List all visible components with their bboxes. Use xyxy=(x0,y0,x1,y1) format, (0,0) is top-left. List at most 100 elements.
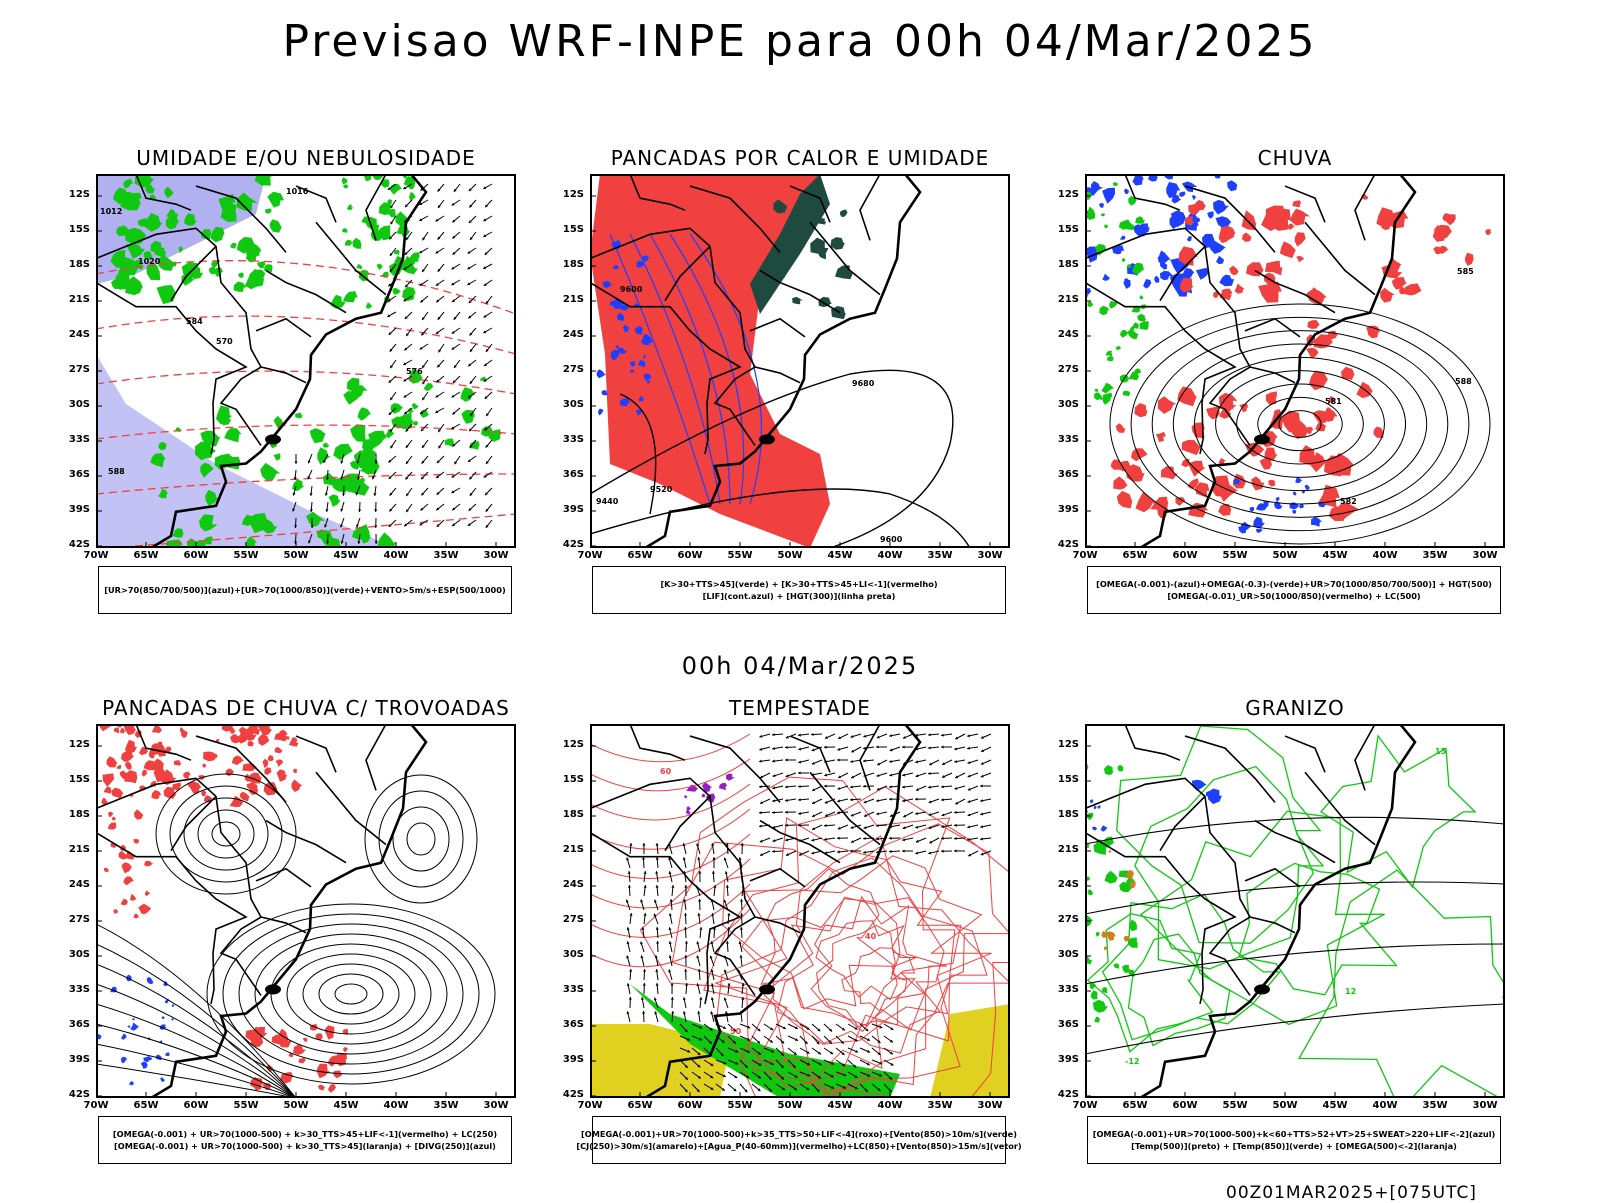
lat-label: 27S xyxy=(563,364,584,375)
lat-label: 21S xyxy=(69,844,90,855)
lon-label: 45W xyxy=(334,550,359,561)
lat-label: 21S xyxy=(563,294,584,305)
lat-label: 24S xyxy=(563,329,584,340)
lat-label: 36S xyxy=(69,1019,90,1030)
lon-label: 65W xyxy=(134,1100,159,1111)
panel-title: CHUVA xyxy=(1085,146,1505,170)
lagoon xyxy=(1254,434,1270,444)
contour-label: 1020 xyxy=(138,257,161,266)
panel-title: GRANIZO xyxy=(1085,696,1505,720)
lat-label: 21S xyxy=(1058,294,1079,305)
contour-label: 588 xyxy=(1455,377,1472,386)
lat-label: 15S xyxy=(69,224,90,235)
lat-label: 24S xyxy=(563,879,584,890)
lon-label: 35W xyxy=(434,1100,459,1111)
contour-label: 9600 xyxy=(620,285,643,294)
lat-label: 27S xyxy=(69,364,90,375)
lon-label: 35W xyxy=(1423,550,1448,561)
legend-line: [OMEGA(-0.001)-(azul)+OMEGA(-0.3)-(verde… xyxy=(1096,578,1492,590)
lon-label: 35W xyxy=(928,550,953,561)
lon-label: 55W xyxy=(1223,1100,1248,1111)
legend-line: [OMEGA(-0.01)_UR>50(1000/850)(vermelho) … xyxy=(1167,590,1420,602)
lat-label: 12S xyxy=(563,189,584,200)
panel-legend: [OMEGA(-0.001)-(azul)+OMEGA(-0.3)-(verde… xyxy=(1087,566,1501,614)
lat-label: 39S xyxy=(69,504,90,515)
lat-label: 21S xyxy=(563,844,584,855)
contour-label: 9440 xyxy=(596,497,619,506)
panel-title: PANCADAS DE CHUVA C/ TROVOADAS xyxy=(96,696,516,720)
lat-label: 30S xyxy=(563,949,584,960)
lon-label: 65W xyxy=(628,550,653,561)
lat-label: 30S xyxy=(1058,949,1079,960)
lon-label: 50W xyxy=(778,1100,803,1111)
lon-label: 55W xyxy=(728,1100,753,1111)
lon-label: 65W xyxy=(134,550,159,561)
lon-label: 45W xyxy=(828,1100,853,1111)
lat-label: 33S xyxy=(1058,434,1079,445)
lat-label: 30S xyxy=(69,949,90,960)
lon-label: 60W xyxy=(1173,1100,1198,1111)
legend-line: [Temp(500)](preto) + [Temp(850)](verde) … xyxy=(1131,1140,1457,1152)
lon-label: 50W xyxy=(1273,1100,1298,1111)
lat-label: 27S xyxy=(563,914,584,925)
contour-label: -12 xyxy=(1125,1057,1139,1066)
lon-label: 40W xyxy=(878,1100,903,1111)
panel-legend: [OMEGA(-0.001) + UR>70(1000-500) + k>30_… xyxy=(98,1116,512,1164)
lon-label: 60W xyxy=(1173,550,1198,561)
lat-label: 39S xyxy=(1058,504,1079,515)
panel-legend: [OMEGA(-0.001)+UR>70(1000-500)+k>35_TTS>… xyxy=(592,1116,1006,1164)
lon-label: 70W xyxy=(578,1100,603,1111)
lat-label: 12S xyxy=(1058,189,1079,200)
panel-title: UMIDADE E/OU NEBULOSIDADE xyxy=(96,146,516,170)
lon-label: 50W xyxy=(778,550,803,561)
lon-label: 40W xyxy=(384,1100,409,1111)
lon-label: 60W xyxy=(678,550,703,561)
lon-label: 50W xyxy=(284,1100,309,1111)
map-trovoadas xyxy=(96,724,516,1098)
map-granizo: 15 12 -12 xyxy=(1085,724,1505,1098)
lat-label: 42S xyxy=(563,539,584,550)
lon-label: 65W xyxy=(1123,1100,1148,1111)
lat-label: 18S xyxy=(1058,809,1079,820)
lon-label: 30W xyxy=(1473,550,1498,561)
lagoon xyxy=(759,434,775,444)
lat-label: 36S xyxy=(1058,1019,1079,1030)
contour-label: 15 xyxy=(1435,747,1447,756)
lagoon xyxy=(759,984,775,994)
lat-label: 12S xyxy=(563,739,584,750)
contour-label: 9520 xyxy=(650,485,673,494)
main-title: Previsao WRF-INPE para 00h 04/Mar/2025 xyxy=(0,16,1600,67)
legend-line: [CJ(250)>30m/s](amarelo)+[Agua_P(40-60mm… xyxy=(576,1140,1021,1152)
lat-label: 12S xyxy=(1058,739,1079,750)
contour-label: 12 xyxy=(1345,987,1356,996)
lon-label: 55W xyxy=(1223,550,1248,561)
lon-label: 30W xyxy=(484,1100,509,1111)
lagoon xyxy=(265,984,281,994)
panel-legend: [UR>70(850/700/500)](azul)+[UR>70(1000/8… xyxy=(98,566,512,614)
lagoon xyxy=(265,434,281,444)
contour-label: 576 xyxy=(406,367,423,376)
contour-label: 1012 xyxy=(100,207,122,216)
panel-title: TEMPESTADE xyxy=(590,696,1010,720)
legend-line: [OMEGA(-0.001)+UR>70(1000-500)+k>35_TTS>… xyxy=(581,1128,1017,1140)
lat-label: 18S xyxy=(1058,259,1079,270)
legend-line: [LIF](cont.azul) + [HGT(300)](linha pret… xyxy=(703,590,896,602)
lat-label: 39S xyxy=(69,1054,90,1065)
lat-label: 15S xyxy=(563,774,584,785)
lon-label: 40W xyxy=(878,550,903,561)
lat-label: 36S xyxy=(1058,469,1079,480)
lon-label: 70W xyxy=(84,1100,109,1111)
lon-label: 60W xyxy=(678,1100,703,1111)
